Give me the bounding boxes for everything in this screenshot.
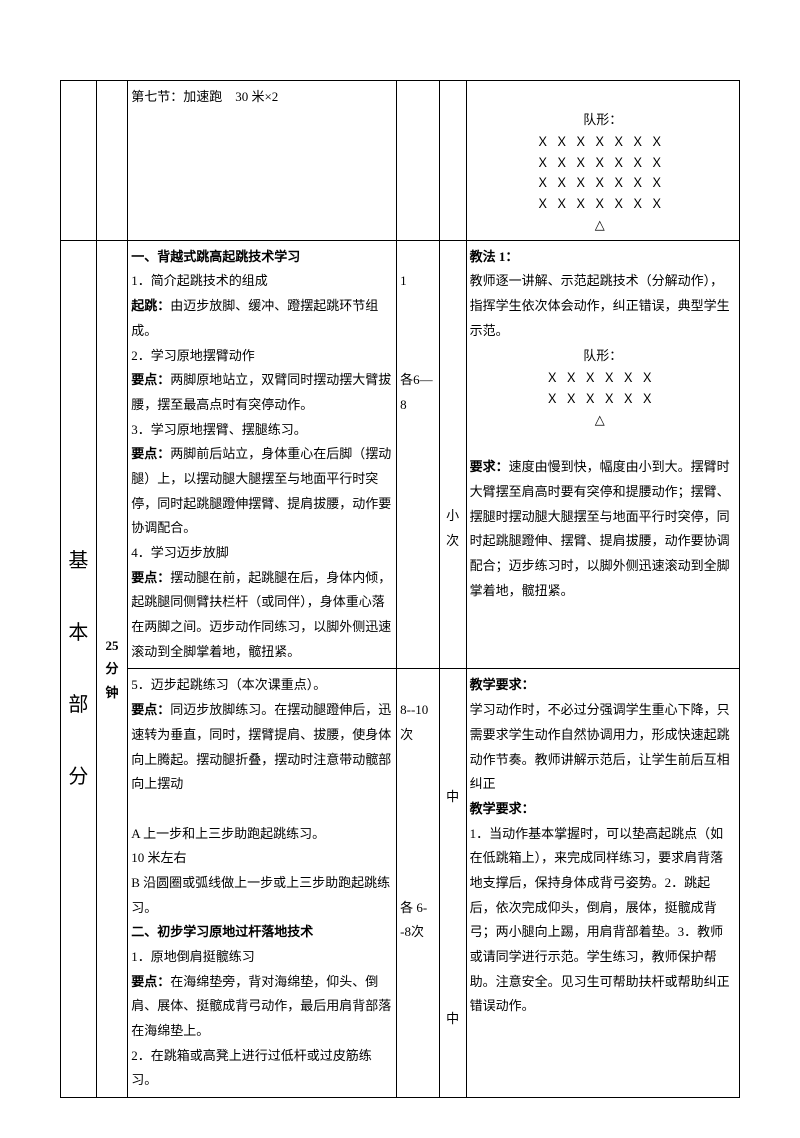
reps-cell-2: 8--10次 各 6--8次 — [397, 669, 440, 1098]
time-cell: 25分钟 — [96, 240, 127, 1097]
formation-diagram: ＸＸＸＸＸＸＸ ＸＸＸＸＸＸＸ ＸＸＸＸＸＸＸ ＸＸＸＸＸＸＸ △ — [470, 132, 736, 236]
req1-text: 学习动作时，不必过分强调学生重心下降，只需要求学生动作自然协调用力，形成快速起跳… — [470, 698, 736, 797]
req1-label: 教学要求： — [470, 677, 535, 692]
item4: 4．学习迈步放脚 — [131, 541, 393, 566]
intensity-cell-2: 中 中 — [439, 669, 466, 1098]
section-label: 基本部分 — [68, 550, 88, 788]
warmup-content: 第七节：加速跑 30 米×2 — [128, 81, 397, 241]
req-label: 要求： — [470, 459, 509, 474]
time-cell-empty — [96, 81, 127, 241]
reps3-1: 8--10次 — [400, 698, 436, 747]
warmup-method: 队形： ＸＸＸＸＸＸＸ ＸＸＸＸＸＸＸ ＸＸＸＸＸＸＸ ＸＸＸＸＸＸＸ △ — [466, 81, 739, 241]
item2-1: 1．原地倒肩挺髋练习 — [131, 945, 393, 970]
item5: 5．迈步起跳练习（本次课重点）。 — [131, 673, 393, 698]
formation2-label: 队形： — [470, 344, 736, 369]
req2-text: 1．当动作基本掌握时，可以垫高起跳点（如在低跳箱上），来完成同样练习，要求肩背落… — [470, 822, 736, 1020]
item2: 2．学习原地摆臂动作 — [131, 344, 393, 369]
section2-title: 二、初步学习原地过杆落地技术 — [131, 924, 313, 939]
method1-title: 教法 1： — [470, 249, 519, 264]
item2-2: 2．在跳箱或高凳上进行过低杆或过皮筋练习。 — [131, 1044, 393, 1093]
main-row-2: 5．迈步起跳练习（本次课重点）。 要点：同迈步放脚练习。在摆动腿蹬伸后，迅速转为… — [61, 669, 740, 1098]
intensity-cell-1: 小次 — [439, 240, 466, 669]
key2-1-label: 要点： — [131, 974, 170, 989]
time-label: 25分钟 — [106, 638, 119, 700]
intensity2-2: 中 — [443, 1007, 463, 1032]
main-content-1: 一、背越式跳高起跳技术学习 1．简介起跳技术的组成 起跳：由迈步放脚、缓冲、蹬摆… — [128, 240, 397, 669]
itemB: B 沿圆圈或弧线做上一步或上三步助跑起跳练习。 — [131, 871, 393, 920]
takeoff-label: 起跳： — [131, 298, 170, 313]
key2-1-text: 在海绵垫旁，背对海绵垫，仰头、倒肩、展体、挺髋成背弓动作，最后用肩背部落在海绵垫… — [131, 974, 391, 1038]
key3-text: 两脚前后站立，身体重心在后脚（摆动腿）上，以摆动腿大腿摆至与地面平行时突停，同时… — [131, 446, 391, 535]
item3: 3．学习原地摆臂、摆腿练习。 — [131, 418, 393, 443]
warmup-reps — [397, 81, 440, 241]
req2-label: 教学要求： — [470, 801, 535, 816]
key2-label: 要点： — [131, 372, 170, 387]
itemA: A 上一步和上三步助跑起跳练习。 — [131, 822, 393, 847]
warmup-intensity — [439, 81, 466, 241]
reps3-2: 各 6--8次 — [400, 896, 436, 945]
warmup-row: 第七节：加速跑 30 米×2 队形： ＸＸＸＸＸＸＸ ＸＸＸＸＸＸＸ ＸＸＸＸＸ… — [61, 81, 740, 241]
reps-cell-1: 1 各6—8 — [397, 240, 440, 669]
key4-label: 要点： — [131, 570, 170, 585]
formation2-diagram: ＸＸＸＸＸＸ ＸＸＸＸＸＸ △ — [470, 368, 736, 430]
reps1: 1 — [400, 269, 436, 294]
warmup-text: 第七节：加速跑 30 米×2 — [131, 85, 393, 108]
section-cell-empty — [61, 81, 97, 241]
section-label-cell: 基本部分 — [61, 240, 97, 1097]
intensity-text: 小次 — [443, 504, 463, 553]
method1-text: 教师逐一讲解、示范起跳技术（分解动作），指挥学生依次体会动作，纠正错误，典型学生… — [470, 269, 736, 343]
key5-label: 要点： — [131, 702, 170, 717]
formation-label: 队形： — [470, 108, 736, 131]
lesson-plan-page: 第七节：加速跑 30 米×2 队形： ＸＸＸＸＸＸＸ ＸＸＸＸＸＸＸ ＸＸＸＸＸ… — [0, 0, 800, 1138]
key5-text: 同迈步放脚练习。在摆动腿蹬伸后，迅速转为垂直，同时，摆臂提肩、拔腰，使身体向上腾… — [131, 702, 391, 791]
key2-text: 两脚原地站立，双臂同时摆动摆大臂拔腰，摆至最高点时有突停动作。 — [131, 372, 391, 412]
main-content-2: 5．迈步起跳练习（本次课重点）。 要点：同迈步放脚练习。在摆动腿蹬伸后，迅速转为… — [128, 669, 397, 1098]
key4-text: 摆动腿在前，起跳腿在后，身体内倾，起跳腿同侧臂扶栏杆（或同伴），身体重心落在两脚… — [131, 570, 391, 659]
lesson-table: 第七节：加速跑 30 米×2 队形： ＸＸＸＸＸＸＸ ＸＸＸＸＸＸＸ ＸＸＸＸＸ… — [60, 80, 740, 1098]
req-text: 速度由慢到快，幅度由小到大。摆臂时大臂摆至肩高时要有突停和提腰动作；摆臂、摆腿时… — [470, 459, 730, 597]
method-cell-2: 教学要求： 学习动作时，不必过分强调学生重心下降，只需要求学生动作自然协调用力，… — [466, 669, 739, 1098]
method-cell-1: 教法 1： 教师逐一讲解、示范起跳技术（分解动作），指挥学生依次体会动作，纠正错… — [466, 240, 739, 669]
item1: 1．简介起跳技术的组成 — [131, 269, 393, 294]
main-row-1: 基本部分 25分钟 一、背越式跳高起跳技术学习 1．简介起跳技术的组成 起跳：由… — [61, 240, 740, 669]
itemA-dist: 10 米左右 — [131, 846, 393, 871]
intensity2-1: 中 — [443, 785, 463, 810]
section1-title: 一、背越式跳高起跳技术学习 — [131, 249, 300, 264]
key3-label: 要点： — [131, 446, 170, 461]
reps2: 各6—8 — [400, 368, 436, 417]
